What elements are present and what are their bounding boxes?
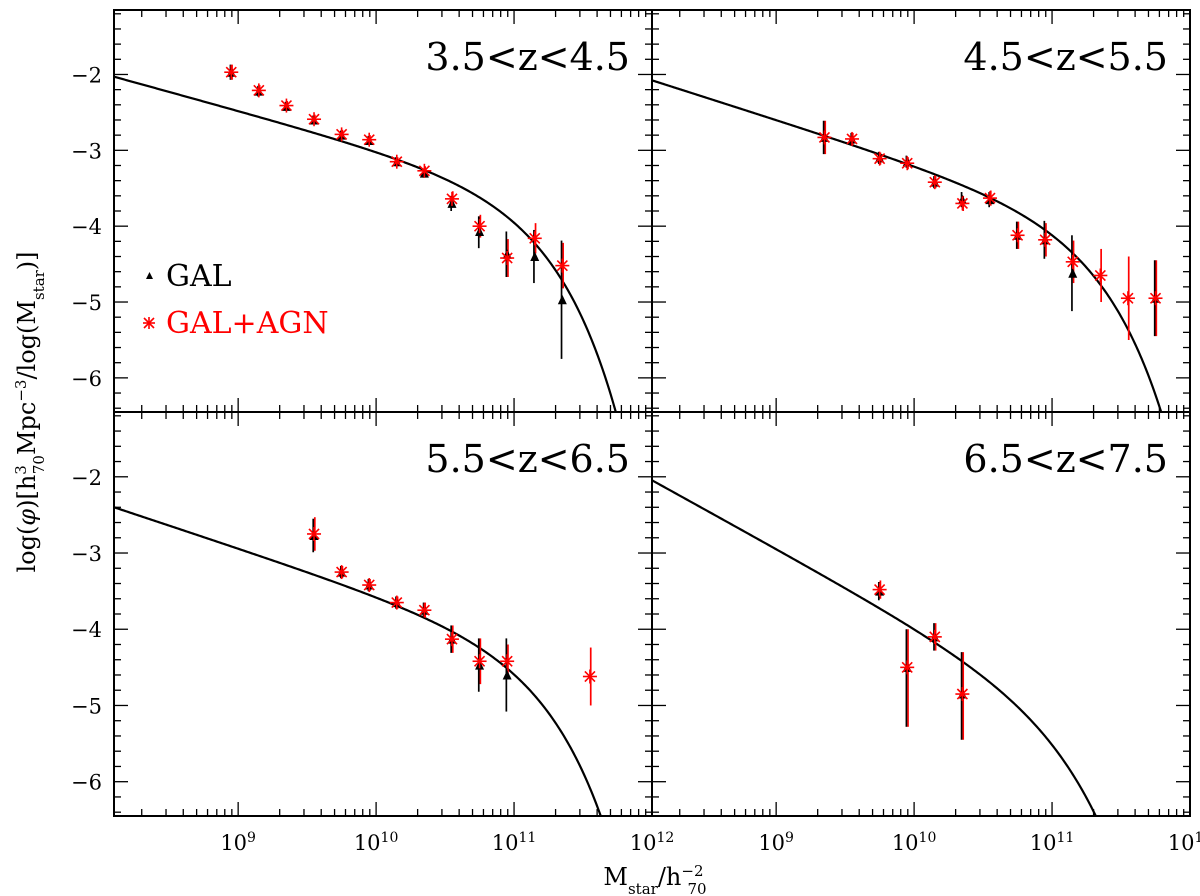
- agn-point: [389, 154, 404, 169]
- agn-point: [224, 65, 239, 80]
- x-tick-label: 109: [758, 830, 794, 855]
- agn-point: [582, 669, 597, 684]
- x-tick-label: 109: [220, 830, 256, 855]
- x-tick-label: 1010: [892, 830, 937, 855]
- fit-curve: [652, 79, 1163, 412]
- x-tick-label: 1011: [492, 830, 537, 855]
- agn-point: [1093, 268, 1108, 283]
- agn-point: [417, 603, 432, 618]
- panel-3: −2 −3 −4 −5 −6 109 1010 1011 1012 5.5<z<6.5: [71, 411, 675, 855]
- y-tick-label: −6: [71, 367, 102, 391]
- agn-point: [900, 156, 915, 171]
- agn-point: [927, 629, 942, 644]
- agn-point: [927, 175, 942, 190]
- y-tick-label: −6: [71, 771, 102, 795]
- agn-point: [955, 687, 970, 702]
- legend: GAL GAL+AGN: [143, 259, 329, 341]
- agn-point: [251, 83, 266, 98]
- agn-point: [900, 660, 915, 675]
- agn-point: [307, 112, 322, 127]
- agn-point: [334, 127, 349, 142]
- agn-point: [500, 654, 515, 669]
- legend-asterisk-marker: [143, 317, 155, 329]
- agn-point: [444, 632, 459, 647]
- agn-point: [334, 565, 349, 580]
- panel-2: 4.5<z<5.5: [651, 9, 1191, 413]
- gal-point: [502, 669, 512, 680]
- panel-1: −2 −3 −4 −5 −6 3.5<z<4.5: [71, 9, 653, 413]
- x-tick-label: 1010: [354, 830, 399, 855]
- agn-point: [527, 231, 542, 246]
- panels-layer: −2 −3 −4 −5 −6 3.5<z<4.5 4.5<z<5.5 −2 −3 −4 −5 −6 10…: [71, 9, 1200, 855]
- agn-point: [279, 98, 294, 113]
- panel-label: 6.5<z<7.5: [963, 437, 1168, 481]
- x-tick-label: 1012: [1168, 830, 1200, 855]
- panel-label: 5.5<z<6.5: [425, 437, 630, 481]
- y-tick-label: −5: [71, 694, 102, 718]
- agn-point: [845, 131, 860, 146]
- y-axis-title: log(φ)[h370Mpc−3/log(Mstar)]: [12, 251, 48, 572]
- x-tick-label: 1011: [1030, 830, 1075, 855]
- fit-curve: [114, 506, 602, 816]
- agn-point: [417, 163, 432, 178]
- agn-point: [1120, 291, 1135, 306]
- legend-label-gal-agn: GAL+AGN: [166, 306, 329, 341]
- agn-point: [500, 251, 515, 266]
- agn-point: [472, 654, 487, 669]
- agn-point: [817, 130, 832, 145]
- gal-point: [530, 251, 540, 262]
- agn-point: [1148, 291, 1163, 306]
- agn-point: [389, 595, 404, 610]
- panel-label: 3.5<z<4.5: [425, 35, 630, 79]
- panel-4: 109 1010 1011 1012 6.5<z<7.5: [651, 411, 1200, 855]
- y-tick-label: −2: [71, 63, 102, 87]
- agn-point: [872, 151, 887, 166]
- agn-point: [955, 196, 970, 211]
- agn-point: [472, 219, 487, 234]
- legend-label-gal: GAL: [166, 259, 232, 294]
- agn-point: [362, 132, 377, 147]
- gal-point: [557, 294, 567, 305]
- panel-label: 4.5<z<5.5: [963, 35, 1168, 79]
- agn-point: [982, 191, 997, 206]
- agn-point: [362, 578, 377, 593]
- x-axis-title: Mstar/h−2 70: [603, 862, 706, 896]
- agn-point: [1065, 254, 1080, 269]
- agn-point: [444, 191, 459, 206]
- agn-point: [307, 526, 322, 541]
- y-tick-label: −4: [71, 618, 102, 642]
- y-tick-label: −5: [71, 291, 102, 315]
- agn-point: [872, 582, 887, 597]
- gal-point: [1068, 268, 1078, 278]
- legend-triangle-marker: [146, 272, 153, 279]
- y-tick-label: −2: [71, 466, 102, 490]
- y-tick-label: −4: [71, 215, 102, 239]
- agn-point: [555, 258, 570, 273]
- y-tick-label: −3: [71, 139, 102, 163]
- y-tick-label: −3: [71, 542, 102, 566]
- fit-curve: [652, 479, 1098, 816]
- agn-point: [1038, 232, 1053, 247]
- x-tick-label: 1012: [630, 830, 675, 855]
- agn-point: [1010, 228, 1025, 243]
